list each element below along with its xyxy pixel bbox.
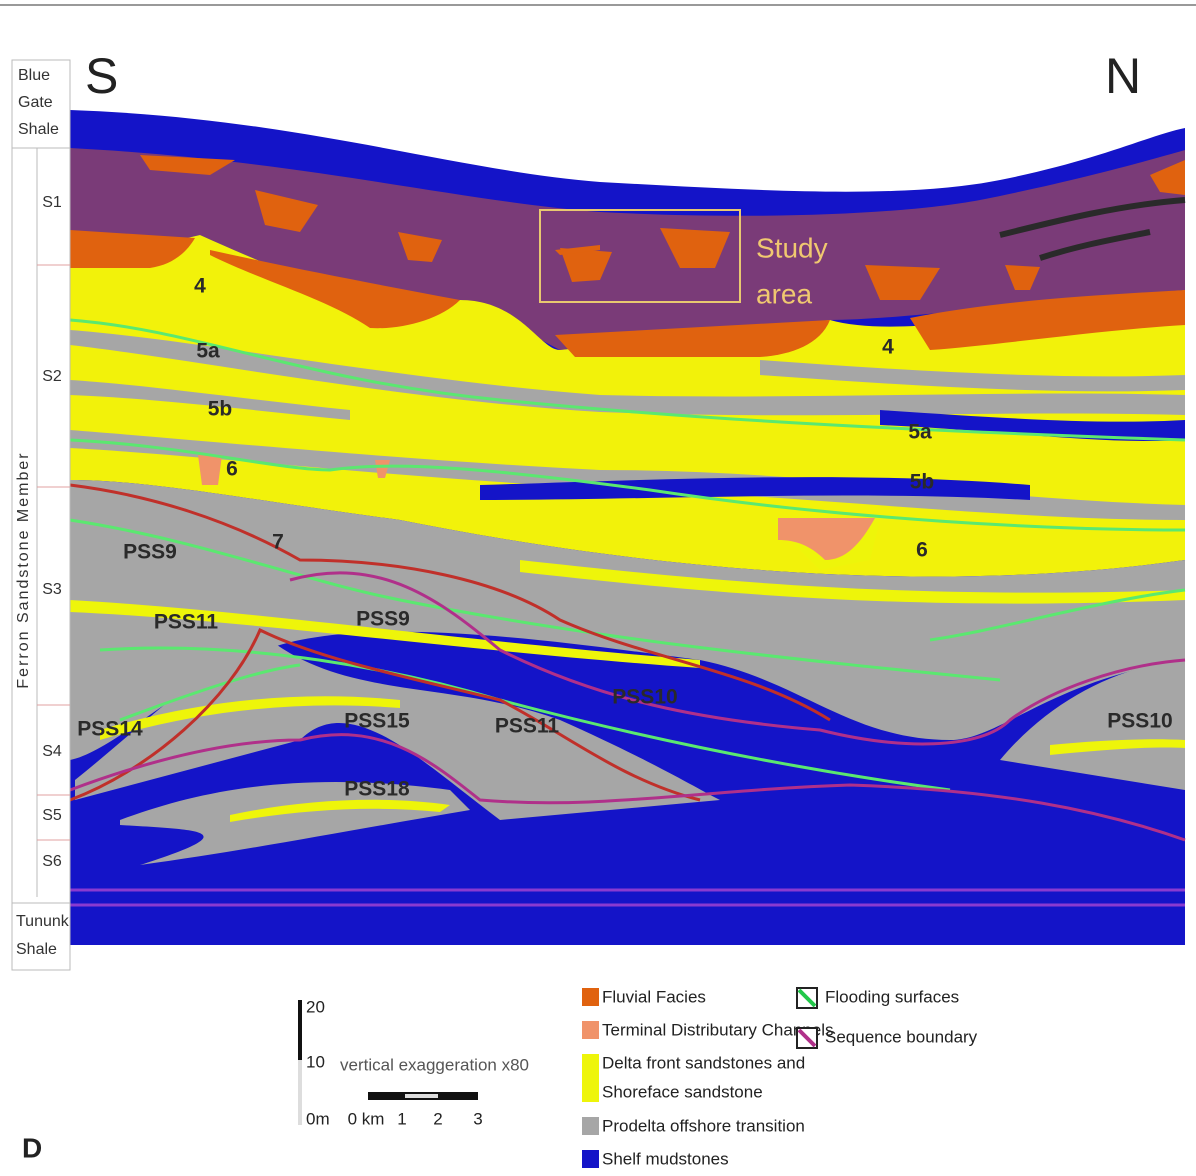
legend-swatch — [582, 1021, 599, 1039]
figure: Study area S N Blue Gate Shale Tununk Sh… — [0, 0, 1196, 1176]
section-label: 6 — [226, 458, 238, 481]
section-label: 5b — [208, 398, 233, 421]
section-label: PSS9 — [356, 608, 410, 631]
legend-swatch — [582, 1150, 599, 1168]
scale-caption: vertical exaggeration x80 — [340, 1055, 529, 1074]
section-label: PSS11 — [495, 715, 560, 738]
scale-bar — [405, 1094, 438, 1098]
unit-label: Gate — [18, 94, 53, 111]
sequence-label: S1 — [42, 194, 62, 211]
legend-swatch — [582, 988, 599, 1006]
study-area-label: area — [756, 278, 812, 309]
section-label: 5a — [908, 421, 932, 444]
scale-label: 0 km — [348, 1109, 385, 1128]
legend-swatch — [582, 1054, 599, 1102]
direction-north: N — [1105, 48, 1141, 104]
sequence-label: S3 — [42, 581, 62, 598]
unit-label: Blue — [18, 67, 50, 84]
scale-label: 3 — [473, 1109, 482, 1128]
sequence-label: S2 — [42, 368, 62, 385]
unit-label: Shale — [16, 941, 57, 958]
sequence-label: S4 — [42, 743, 62, 760]
legend-label: Prodelta offshore transition — [602, 1116, 805, 1135]
section-label: 6 — [916, 539, 928, 562]
legend-label: Sequence boundary — [825, 1027, 978, 1046]
scale-label: 0m — [306, 1109, 330, 1128]
legend-label: Shelf mudstones — [602, 1149, 729, 1168]
unit-label: Shale — [18, 121, 59, 138]
section-label: PSS14 — [77, 718, 143, 741]
scale-label: 1 — [397, 1109, 406, 1128]
stratigraphic-column: Blue Gate Shale Tununk Shale Ferron Sand… — [12, 60, 70, 970]
unit-label: Tununk — [16, 913, 70, 930]
panel-label: D — [22, 1132, 42, 1163]
legend-label: Delta front sandstones and — [602, 1053, 805, 1072]
direction-south: S — [85, 48, 118, 104]
legend-label: Shoreface sandstone — [602, 1082, 763, 1101]
section-label: PSS18 — [344, 778, 410, 801]
study-area-label: Study — [756, 232, 828, 263]
section-label: 4 — [194, 275, 206, 298]
section-label: 4 — [882, 336, 894, 359]
section-label: PSS9 — [123, 541, 177, 564]
section-label: PSS15 — [344, 710, 410, 733]
legend-swatch — [582, 1117, 599, 1135]
cross-section: Study area — [70, 110, 1185, 945]
section-label: 5a — [196, 340, 220, 363]
sequence-label: S6 — [42, 853, 62, 870]
section-label: PSS11 — [154, 611, 219, 634]
section-label: 5b — [910, 471, 935, 494]
section-label: 7 — [272, 531, 284, 554]
legend-label: Fluvial Facies — [602, 987, 706, 1006]
scale-label: 2 — [433, 1109, 442, 1128]
legend-label: Flooding surfaces — [825, 987, 959, 1006]
scale-label: 10 — [306, 1052, 325, 1071]
scale-bar — [298, 1000, 302, 1060]
member-label: Ferron Sandstone Member — [15, 451, 32, 688]
section-label: PSS10 — [612, 686, 677, 709]
scale-label: 20 — [306, 997, 325, 1016]
scale: vertical exaggeration x80 — [298, 1000, 529, 1125]
sequence-label: S5 — [42, 807, 62, 824]
section-label: PSS10 — [1107, 710, 1172, 733]
